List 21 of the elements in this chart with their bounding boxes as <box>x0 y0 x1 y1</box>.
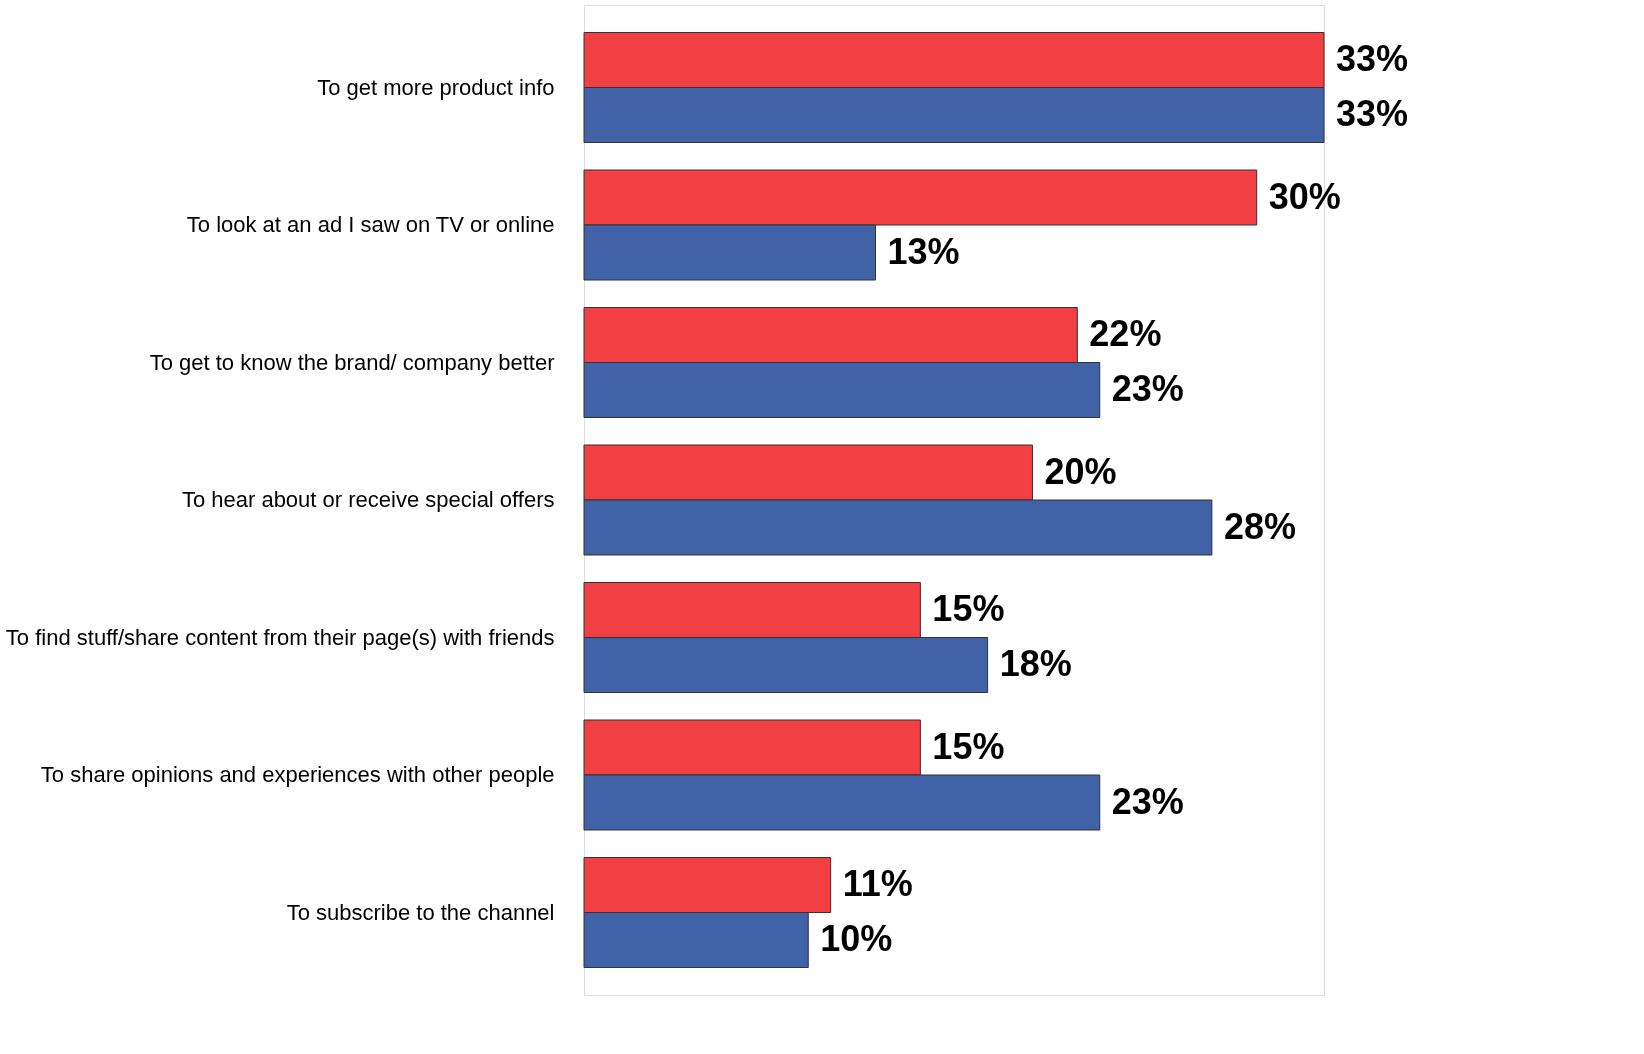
y-tick-label: To share opinions and experiences with other people <box>40 762 555 787</box>
y-tick-label: To subscribe to the channel <box>286 899 555 925</box>
data-label: 33% <box>1336 93 1409 134</box>
y-tick-label: To find stuff/share content from their page(s) with friends <box>5 624 555 650</box>
data-label: 28% <box>1223 505 1296 547</box>
data-label: 33% <box>1336 38 1409 79</box>
data-label: 11% <box>842 863 913 904</box>
y-tick-label: To get more product info <box>317 74 555 100</box>
data-label: 10% <box>820 918 893 959</box>
y-tick-label: To hear about or receive special offers <box>181 487 555 512</box>
data-label: 20% <box>1044 450 1117 492</box>
data-label: 13% <box>887 230 960 272</box>
data-label: 15% <box>932 725 1005 767</box>
y-tick-label: To get to know the brand/ company better <box>149 349 555 375</box>
data-label: 22% <box>1089 313 1162 354</box>
y-tick-label: To look at an ad I saw on TV or online <box>186 212 555 237</box>
data-label: 23% <box>1111 780 1184 822</box>
data-label: 23% <box>1111 368 1184 409</box>
data-label: 18% <box>999 643 1072 684</box>
data-label: 15% <box>932 588 1005 629</box>
data-label: 30% <box>1268 175 1341 217</box>
